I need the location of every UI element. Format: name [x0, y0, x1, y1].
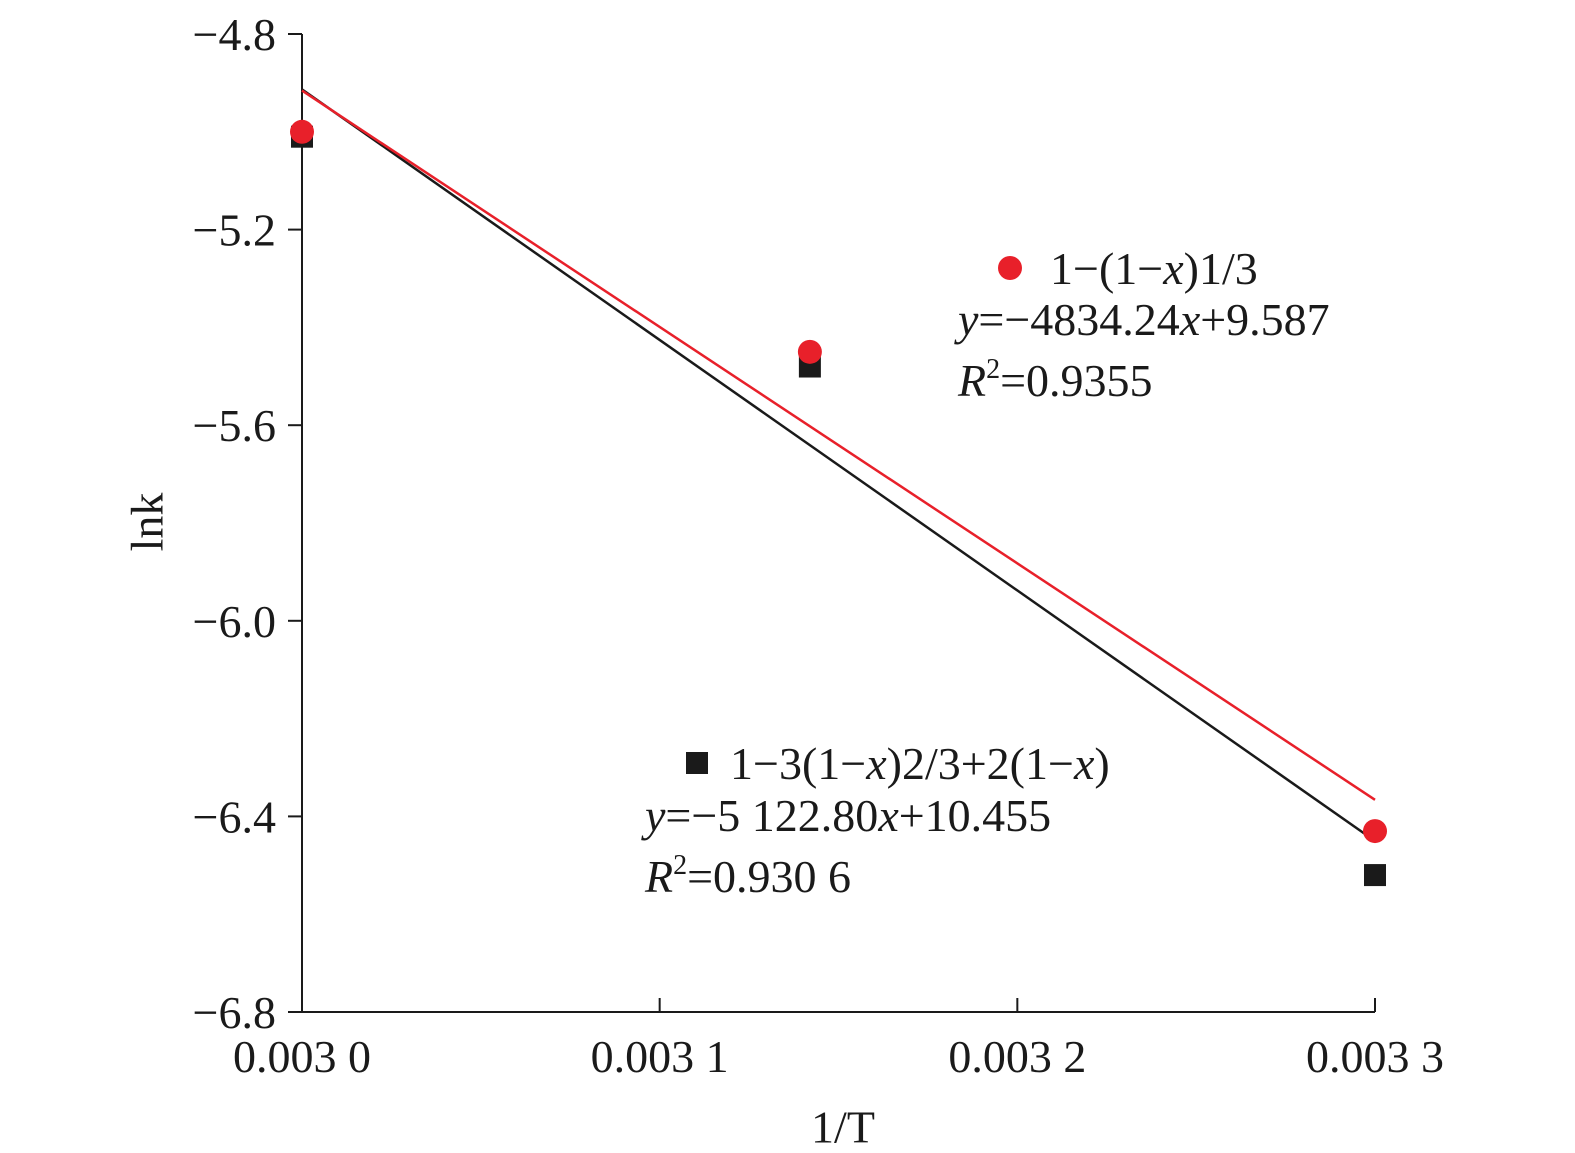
y-axis-title: lnk [122, 493, 173, 552]
fit-line-black [301, 88, 1376, 842]
legend-red: 1−(1−x)1/3 y=−4834.24x+9.587 R2=0.9355 [954, 243, 1330, 406]
fit-lines [301, 88, 1376, 842]
legend-red-marker [998, 256, 1022, 280]
fit-line-red [301, 89, 1376, 801]
legend-black-marker [686, 752, 708, 774]
data-point-black [1364, 864, 1386, 887]
x-tick-label: 0.003 0 [233, 1031, 371, 1082]
x-tick-label: 0.003 2 [948, 1031, 1086, 1082]
data-point-red [797, 339, 822, 364]
y-tick-label: −5.2 [193, 205, 276, 256]
x-axis-title: 1/T [811, 1102, 875, 1153]
data-point-red [290, 119, 314, 144]
legend-red-label: 1−(1−x)1/3 [1050, 243, 1258, 294]
y-tick-label: −6.4 [193, 791, 276, 842]
r2-red: R2=0.9355 [957, 354, 1153, 406]
y-tick-label: −5.6 [193, 400, 276, 451]
x-tick-label: 0.003 3 [1306, 1031, 1444, 1082]
y-tick-label: −4.8 [193, 9, 276, 60]
y-tick-label: −6.8 [193, 987, 276, 1038]
data-markers [290, 119, 1387, 887]
r2-black: R2=0.930 6 [644, 850, 851, 902]
legend-black: 1−3(1−x)2/3+2(1−x) y=−5 122.80x+10.455 R… [641, 738, 1110, 902]
legend-black-label: 1−3(1−x)2/3+2(1−x) [730, 738, 1110, 789]
axes: −4.8 −5.2 −5.6 −6.0 −6.4 −6.80.003 0 0.003 1 0.… [193, 9, 1444, 1082]
equation-black: y=−5 122.80x+10.455 [641, 790, 1051, 841]
data-point-red [1363, 819, 1387, 844]
y-tick-label: −6.0 [193, 596, 276, 647]
x-tick-label: 0.003 1 [591, 1031, 729, 1082]
equation-red: y=−4834.24x+9.587 [954, 294, 1330, 345]
